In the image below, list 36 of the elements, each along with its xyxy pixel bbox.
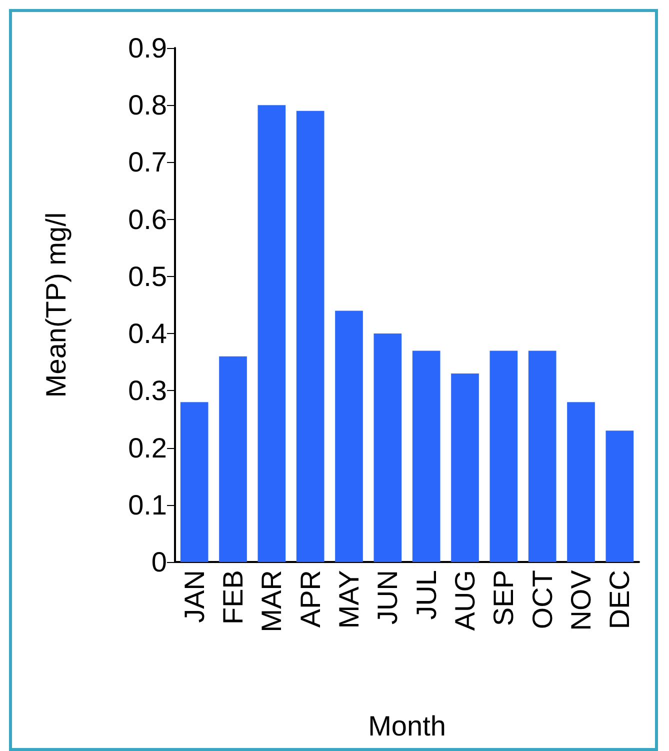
y-tick-label: 0.3 <box>128 375 167 406</box>
y-tick-label: 0.9 <box>128 32 167 64</box>
x-tick-label: JAN <box>178 570 210 623</box>
x-tick-label: APR <box>294 570 326 628</box>
x-tick-label: MAY <box>334 570 364 629</box>
bar <box>528 350 556 562</box>
x-axis-title: Month <box>368 710 446 742</box>
bar <box>219 356 247 562</box>
x-tick-label: SEP <box>488 570 520 626</box>
bar <box>258 105 286 562</box>
y-axis-title: Mean(TP) mg/l <box>40 212 72 398</box>
y-tick-label: 0.6 <box>128 204 167 235</box>
bar <box>296 110 324 562</box>
y-tick-label: 0.8 <box>128 90 167 121</box>
x-tick-label: DEC <box>604 570 636 630</box>
x-tick-label: NOV <box>566 570 596 631</box>
y-tick-label: 0.1 <box>128 489 167 520</box>
x-tick-label: OCT <box>526 570 558 630</box>
y-tick-label: 0.4 <box>128 318 167 350</box>
bar <box>180 402 208 562</box>
bar <box>374 334 402 562</box>
bar <box>490 350 518 562</box>
x-tick-label: MAR <box>256 570 288 632</box>
bar <box>451 374 479 562</box>
y-tick-label: 0 <box>151 546 167 578</box>
x-tick-label: JUL <box>410 570 442 620</box>
x-tick-label: JUN <box>372 570 404 624</box>
y-tick-label: 0.5 <box>128 260 167 292</box>
y-tick-label: 0.2 <box>128 432 167 464</box>
bar <box>606 430 634 562</box>
bar <box>412 350 440 562</box>
bar <box>567 402 595 562</box>
x-tick-label: AUG <box>450 570 480 631</box>
x-tick-label: FEB <box>218 570 248 624</box>
y-tick-label: 0.7 <box>128 146 167 178</box>
bar <box>335 310 363 562</box>
